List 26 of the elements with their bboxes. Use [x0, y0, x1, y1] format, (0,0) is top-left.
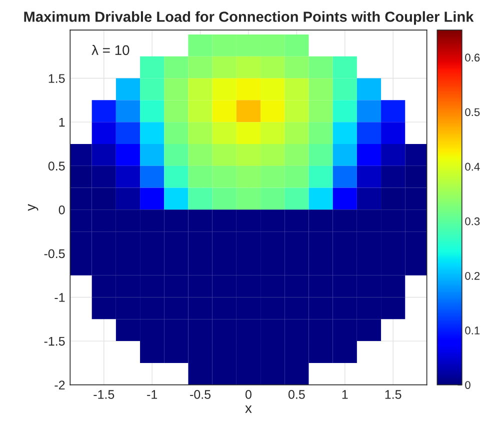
color-bar-label: 0.1	[465, 326, 480, 334]
x-tick-label: 1	[342, 390, 348, 399]
annotation: λ = 10	[92, 44, 130, 56]
x-tick-label: 0	[245, 390, 252, 399]
chart-title: Maximum Drivable Load for Connection Points with Coupler Link	[24, 11, 474, 25]
x-tick-label: -1.5	[94, 390, 114, 399]
y-axis-title: y	[28, 204, 38, 211]
color-bar-label: 0.6	[465, 54, 480, 62]
x-tick-label: -1	[147, 390, 158, 399]
y-tick-label: -0.5	[44, 249, 65, 258]
x-axis-title: x	[245, 405, 252, 413]
color-bar-label: 0.3	[465, 217, 480, 226]
y-tick-label: -1.5	[44, 336, 65, 346]
x-tick-label: -0.5	[190, 390, 211, 399]
color-bar-label: 0	[465, 381, 470, 389]
y-tick-label: 1	[59, 118, 65, 127]
y-tick-label: -2	[54, 380, 65, 390]
y-tick-label: 1.5	[48, 74, 65, 83]
x-tick-label: 0.5	[288, 390, 305, 399]
y-tick-label: 0.5	[48, 162, 65, 171]
color-bar-label: 0.5	[465, 108, 480, 116]
y-tick-label: -1	[54, 293, 65, 302]
color-bar-label: 0.4	[465, 162, 480, 171]
color-bar-label: 0.2	[465, 272, 480, 280]
x-tick-label: 1.5	[385, 390, 402, 399]
y-tick-label: 0	[58, 205, 65, 214]
